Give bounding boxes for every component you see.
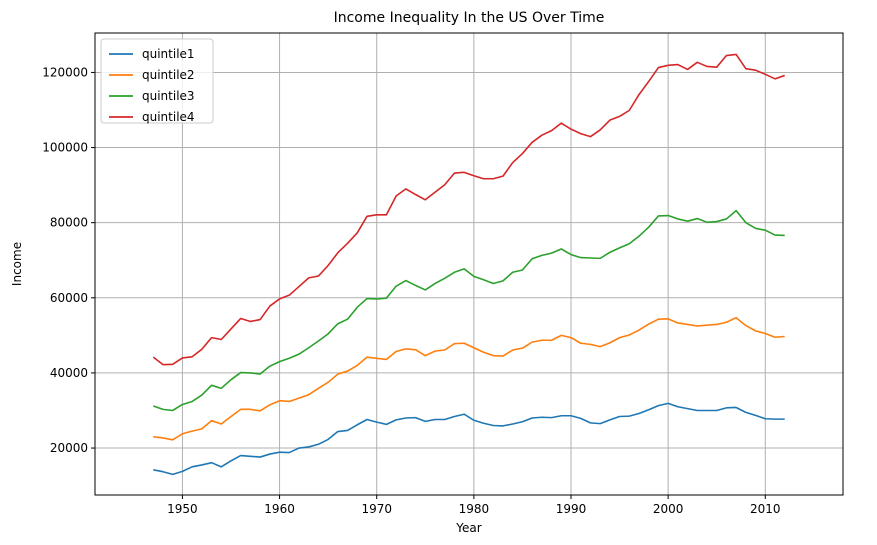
legend-label: quintile3 [142,89,195,103]
legend-item-quintile4: quintile4 [109,110,195,124]
x-tick-label: 2010 [750,502,781,516]
series-line-quintile4 [152,53,785,366]
y-tick-label: 100000 [42,141,88,155]
legend-item-quintile3: quintile3 [109,89,195,103]
x-tick-label: 2000 [653,502,684,516]
series-line-quintile2 [153,316,785,441]
grid-lines [95,33,843,495]
x-tick-label: 1950 [167,502,198,516]
series-lines [152,53,785,476]
y-axis: 20000 40000 60000 80000 100000 120000 [42,65,95,455]
series-line-quintile1 [153,402,785,476]
legend: quintile1 quintile2 quintile3 quintile4 [100,38,214,124]
series-line-quintile3 [153,209,785,412]
y-tick-label: 60000 [50,291,88,305]
y-tick-label: 80000 [50,216,88,230]
y-axis-title: Income [10,242,24,286]
legend-label: quintile4 [142,110,195,124]
legend-item-quintile1: quintile1 [109,47,195,61]
x-tick-label: 1990 [556,502,587,516]
x-axis-title: Year [455,521,481,535]
y-tick-label: 40000 [50,366,88,380]
x-axis: 1950 1960 1970 1980 1990 2000 2010 [167,495,781,516]
y-tick-label: 120000 [42,65,88,79]
y-tick-label: 20000 [50,441,88,455]
legend-box [100,38,214,124]
x-tick-label: 1970 [361,502,392,516]
legend-label: quintile2 [142,68,195,82]
legend-item-quintile2: quintile2 [109,68,195,82]
legend-label: quintile1 [142,47,195,61]
x-tick-label: 1980 [459,502,490,516]
plot-frame [94,32,844,496]
chart-title: Income Inequality In the US Over Time [334,10,605,26]
x-tick-label: 1960 [264,502,295,516]
